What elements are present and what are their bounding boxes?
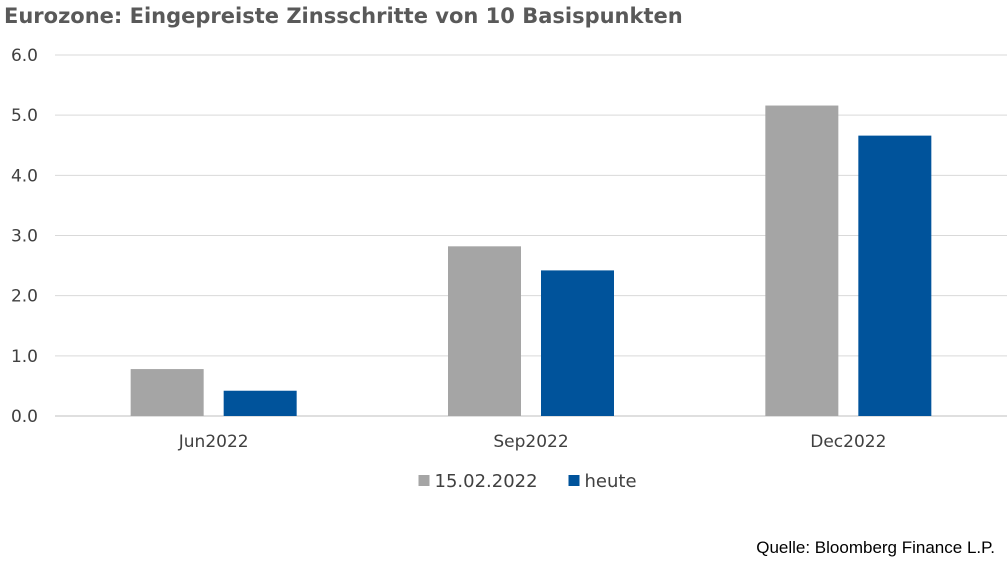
bar-chart: 0.0 1.0 2.0 3.0 4.0 5.0 6.0 Jun2022 Sep2022 Dec2… [11,46,1007,492]
y-tick-label: 1.0 [11,347,38,367]
bars [130,105,932,416]
y-tick-label: 0.0 [11,407,38,427]
gridlines [55,54,1007,417]
legend-swatch [418,475,430,486]
y-tick-label: 6.0 [11,46,38,66]
bar [765,105,839,416]
bar [858,135,932,416]
x-tick-label: Jun2022 [178,432,249,452]
legend-label: 15.02.2022 [435,471,538,492]
x-axis: Jun2022 Sep2022 Dec2022 [178,432,887,452]
legend: 15.02.2022 heute [418,471,637,492]
x-tick-label: Dec2022 [810,432,886,452]
y-axis: 0.0 1.0 2.0 3.0 4.0 5.0 6.0 [11,46,38,427]
y-tick-label: 2.0 [11,287,38,307]
x-tick-label: Sep2022 [493,432,568,452]
legend-swatch [568,475,580,486]
legend-label: heute [585,471,637,492]
y-tick-label: 3.0 [11,227,38,247]
bar [130,369,204,416]
bar [448,246,521,416]
bar [223,390,297,416]
bar [541,270,614,416]
source-note: Quelle: Bloomberg Finance L.P. [756,538,995,557]
chart-title: Eurozone: Eingepreiste Zinsschritte von … [4,4,683,28]
y-tick-label: 5.0 [11,106,38,126]
y-tick-label: 4.0 [11,166,38,186]
